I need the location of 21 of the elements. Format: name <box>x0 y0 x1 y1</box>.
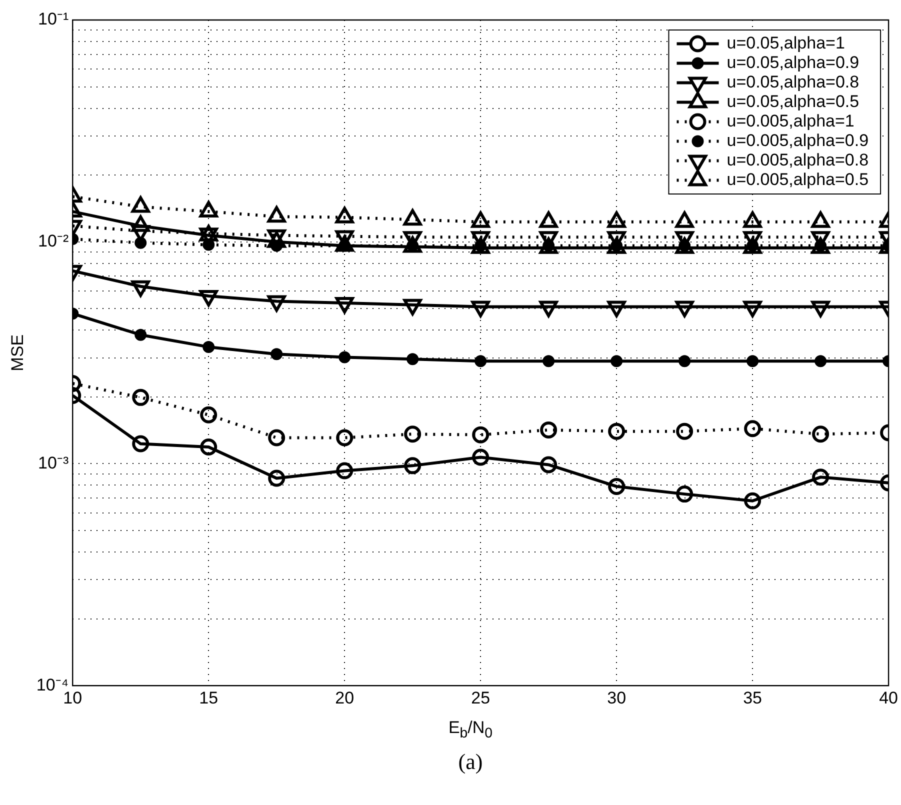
x-tick-label: 15 <box>199 688 218 708</box>
y-tick-label: 10⁻³ <box>38 453 69 472</box>
legend-label: u=0.05,alpha=0.9 <box>726 52 860 72</box>
legend-label: u=0.05,alpha=1 <box>726 33 845 52</box>
legend-label: u=0.005,alpha=0.9 <box>726 130 869 150</box>
legend-label: u=0.005,alpha=0.8 <box>726 150 869 170</box>
legend-label: u=0.05,alpha=0.8 <box>726 72 860 92</box>
x-axis-title: E$_{b}$/N$_{0}$ <box>447 718 494 742</box>
legend-label: u=0.005,alpha=1 <box>726 111 854 130</box>
x-tick-label: 20 <box>335 688 354 708</box>
x-tick-label: 25 <box>471 688 490 708</box>
y-axis-title: MSE <box>8 334 27 372</box>
text: (a) <box>457 749 484 776</box>
x-tick-label: 35 <box>743 688 762 708</box>
y-tick-label: 10⁻¹ <box>38 10 69 29</box>
legend-label: u=0.05,alpha=0.5 <box>726 92 860 111</box>
y-tick-label: 10⁻² <box>38 232 69 251</box>
x-tick-label: 40 <box>879 688 898 708</box>
legend-label: u=0.005,alpha=0.5 <box>726 170 869 189</box>
x-tick-label: 30 <box>607 688 626 708</box>
x-tick-label: 10 <box>63 688 82 708</box>
